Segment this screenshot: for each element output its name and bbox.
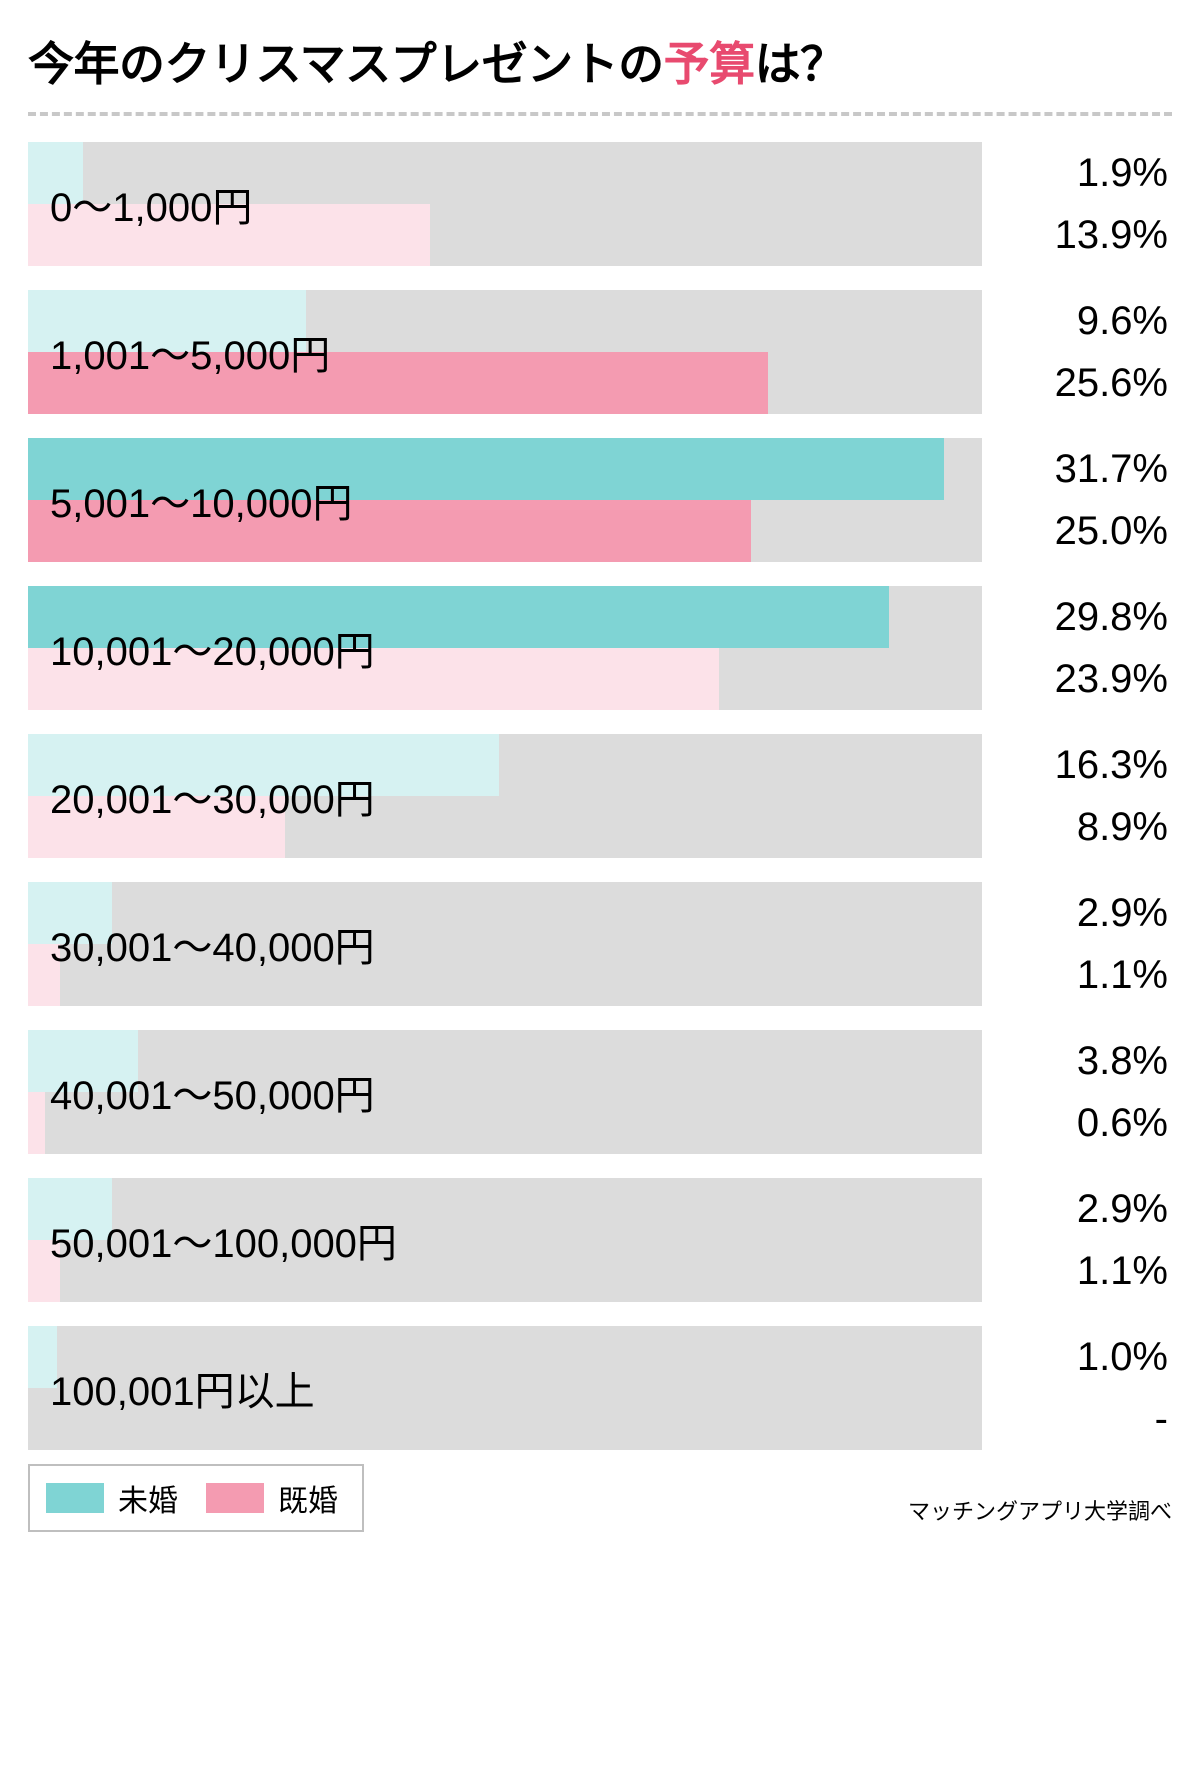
bar-track: [28, 1240, 982, 1302]
bar-track: [28, 142, 982, 204]
bar-fill-unmarried: [28, 586, 889, 648]
bar-track: [28, 500, 982, 562]
title-divider: [28, 112, 1172, 116]
value-label-unmarried: 9.6%: [982, 299, 1172, 344]
source-text: マッチングアプリ大学調べ: [908, 1494, 1172, 1526]
value-label-married: 8.9%: [982, 805, 1172, 850]
bar-row-married: 13.9%: [28, 204, 1172, 266]
bar-row-unmarried: 2.9%: [28, 882, 1172, 944]
bar-track: [28, 586, 982, 648]
value-label-married: 25.6%: [982, 361, 1172, 406]
value-label-married: 1.1%: [982, 1249, 1172, 1294]
legend-item-unmarried: 未婚: [46, 1476, 178, 1520]
bar-track: [28, 796, 982, 858]
bar-row-unmarried: 2.9%: [28, 1178, 1172, 1240]
legend-label-married: 既婚: [278, 1476, 338, 1520]
bar-row-unmarried: 29.8%: [28, 586, 1172, 648]
bar-track: [28, 648, 982, 710]
legend-swatch-married: [206, 1483, 264, 1513]
bar-fill-unmarried: [28, 882, 112, 944]
bar-group: 2.9%1.1%30,001〜40,000円: [28, 882, 1172, 1006]
value-label-unmarried: 3.8%: [982, 1039, 1172, 1084]
bar-row-married: 0.6%: [28, 1092, 1172, 1154]
bar-row-married: 23.9%: [28, 648, 1172, 710]
value-label-unmarried: 16.3%: [982, 743, 1172, 788]
bar-fill-unmarried: [28, 1030, 138, 1092]
bar-fill-unmarried: [28, 142, 83, 204]
bar-track: [28, 734, 982, 796]
value-label-unmarried: 2.9%: [982, 1187, 1172, 1232]
bar-fill-unmarried: [28, 734, 499, 796]
value-label-married: 1.1%: [982, 953, 1172, 998]
bar-group: 29.8%23.9%10,001〜20,000円: [28, 586, 1172, 710]
title-suffix: は？: [755, 38, 846, 90]
bar-fill-married: [28, 1240, 60, 1302]
title-accent: 予算: [664, 38, 755, 90]
bar-fill-married: [28, 352, 768, 414]
bar-row-unmarried: 31.7%: [28, 438, 1172, 500]
bar-track: [28, 204, 982, 266]
legend-swatch-unmarried: [46, 1483, 104, 1513]
bar-row-married: 1.1%: [28, 944, 1172, 1006]
bar-track: [28, 1092, 982, 1154]
value-label-unmarried: 29.8%: [982, 595, 1172, 640]
bar-row-married: 1.1%: [28, 1240, 1172, 1302]
bar-row-married: -: [28, 1388, 1172, 1450]
bar-track: [28, 1388, 982, 1450]
bar-group: 2.9%1.1%50,001〜100,000円: [28, 1178, 1172, 1302]
value-label-married: 0.6%: [982, 1101, 1172, 1146]
value-label-married: -: [982, 1397, 1172, 1442]
bar-row-unmarried: 1.9%: [28, 142, 1172, 204]
bar-row-married: 25.0%: [28, 500, 1172, 562]
bar-track: [28, 290, 982, 352]
legend-row: 未婚 既婚 マッチングアプリ大学調べ: [28, 1464, 1172, 1532]
bar-track: [28, 882, 982, 944]
bar-track: [28, 944, 982, 1006]
value-label-unmarried: 31.7%: [982, 447, 1172, 492]
bar-row-unmarried: 1.0%: [28, 1326, 1172, 1388]
legend-label-unmarried: 未婚: [118, 1476, 178, 1520]
bar-group: 1.9%13.9%0〜1,000円: [28, 142, 1172, 266]
bar-fill-unmarried: [28, 438, 944, 500]
bar-row-unmarried: 3.8%: [28, 1030, 1172, 1092]
bar-group: 1.0%-100,001円以上: [28, 1326, 1172, 1450]
bar-fill-married: [28, 944, 60, 1006]
bar-fill-married: [28, 204, 430, 266]
bar-row-unmarried: 9.6%: [28, 290, 1172, 352]
value-label-unmarried: 1.0%: [982, 1335, 1172, 1380]
bar-fill-unmarried: [28, 290, 306, 352]
bar-fill-unmarried: [28, 1178, 112, 1240]
bar-group: 9.6%25.6%1,001〜5,000円: [28, 290, 1172, 414]
legend-item-married: 既婚: [206, 1476, 338, 1520]
bar-fill-married: [28, 1092, 45, 1154]
bar-row-married: 25.6%: [28, 352, 1172, 414]
bar-track: [28, 1326, 982, 1388]
bar-group: 31.7%25.0%5,001〜10,000円: [28, 438, 1172, 562]
value-label-married: 25.0%: [982, 509, 1172, 554]
bar-track: [28, 1030, 982, 1092]
bar-groups: 1.9%13.9%0〜1,000円9.6%25.6%1,001〜5,000円31…: [28, 142, 1172, 1450]
chart-title: 今年のクリスマスプレゼントの予算は？: [28, 28, 1172, 94]
bar-fill-married: [28, 796, 285, 858]
value-label-married: 23.9%: [982, 657, 1172, 702]
bar-group: 3.8%0.6%40,001〜50,000円: [28, 1030, 1172, 1154]
bar-fill-married: [28, 648, 719, 710]
title-prefix: 今年のクリスマスプレゼントの: [28, 38, 664, 90]
bar-track: [28, 438, 982, 500]
bar-row-unmarried: 16.3%: [28, 734, 1172, 796]
bar-group: 16.3%8.9%20,001〜30,000円: [28, 734, 1172, 858]
bar-row-married: 8.9%: [28, 796, 1172, 858]
legend: 未婚 既婚: [28, 1464, 364, 1532]
bar-track: [28, 1178, 982, 1240]
value-label-unmarried: 2.9%: [982, 891, 1172, 936]
bar-fill-unmarried: [28, 1326, 57, 1388]
bar-fill-married: [28, 500, 751, 562]
value-label-married: 13.9%: [982, 213, 1172, 258]
bar-track: [28, 352, 982, 414]
value-label-unmarried: 1.9%: [982, 151, 1172, 196]
